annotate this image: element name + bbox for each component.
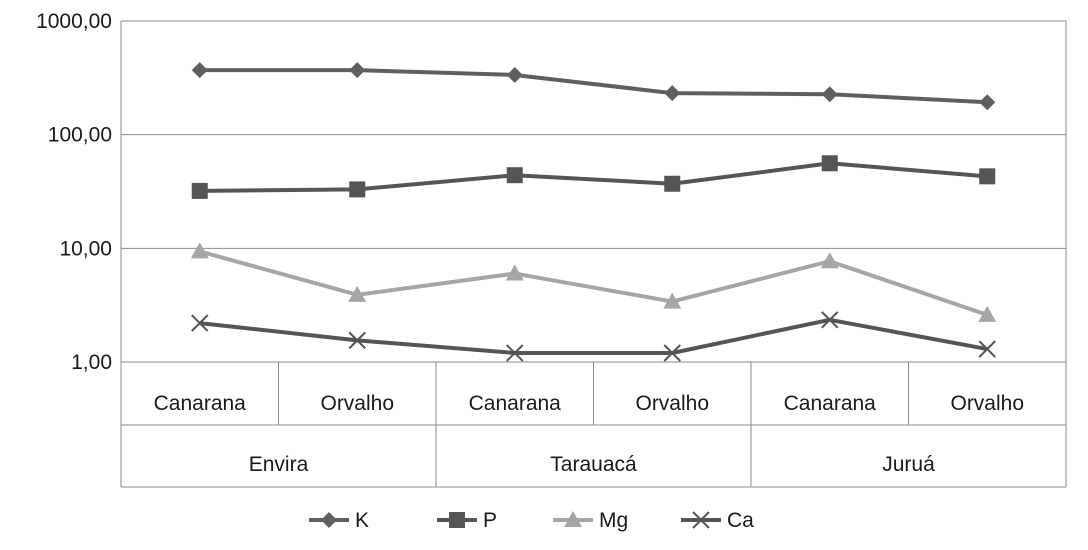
legend-label-k: K: [355, 509, 369, 532]
series-line-p: [199, 161, 988, 193]
legend-item-ca: Ca: [681, 509, 754, 532]
category-label: Canarana: [469, 392, 562, 415]
category-label: Canarana: [154, 392, 247, 415]
group-label: Juruá: [882, 453, 935, 476]
y-tick-label: 1000,00: [36, 10, 112, 33]
marker-stroke: [692, 511, 710, 529]
data-point-k: [664, 85, 681, 102]
data-point-ca: [663, 344, 681, 362]
data-point-mg: [190, 242, 209, 259]
data-point-ca: [348, 331, 366, 350]
data-point-p: [979, 168, 996, 185]
data-point-p: [349, 181, 366, 198]
legend-item-mg: Mg: [553, 509, 628, 532]
data-point-ca: [978, 340, 996, 358]
legend: K P Mg Ca: [309, 509, 754, 532]
marker-stroke: [191, 314, 209, 332]
data-point-p: [664, 175, 681, 192]
marker-stroke: [663, 344, 681, 362]
legend-marker-mg: [564, 511, 582, 527]
data-point-mg: [663, 292, 682, 309]
data-point-k: [191, 62, 208, 79]
data-point-p: [821, 155, 838, 172]
group-label: Envira: [249, 453, 309, 476]
category-table: Canarana Orvalho Canarana Orvalho Canarana Or…: [121, 362, 1066, 488]
legend-marker-ca: [692, 511, 710, 529]
series-ca: [191, 311, 996, 362]
data-point-ca: [821, 311, 839, 329]
data-point-mg: [348, 285, 367, 302]
legend-label-ca: Ca: [727, 509, 754, 532]
legend-label-mg: Mg: [599, 509, 628, 532]
data-point-mg: [978, 305, 997, 322]
data-point-ca: [506, 344, 524, 362]
legend-marker-p: [449, 512, 465, 528]
category-label: Orvalho: [635, 392, 709, 415]
series-mg: [190, 242, 997, 322]
series-p: [191, 155, 996, 199]
marker-stroke: [821, 311, 839, 329]
category-label: Orvalho: [950, 392, 1024, 415]
legend-item-k: K: [309, 509, 369, 532]
legend-item-p: P: [437, 509, 497, 532]
series-line-k: [199, 68, 988, 105]
marker-stroke: [506, 344, 524, 362]
data-point-mg: [505, 264, 524, 281]
data-point-k: [821, 86, 838, 103]
category-label: Canarana: [784, 392, 877, 415]
data-point-mg: [820, 252, 839, 269]
marker-stroke: [978, 340, 996, 358]
data-point-p: [506, 167, 523, 184]
series-line-ca: [199, 317, 988, 355]
category-label: Orvalho: [320, 392, 394, 415]
data-point-k: [979, 94, 996, 111]
series-layer: [190, 62, 997, 362]
series-k: [191, 62, 996, 111]
legend-label-p: P: [483, 509, 497, 532]
data-point-p: [191, 182, 208, 199]
data-point-k: [349, 62, 366, 79]
y-tick-label: 100,00: [48, 124, 112, 147]
data-point-k: [506, 66, 523, 83]
legend-marker-k: [321, 512, 337, 528]
y-tick-label: 10,00: [59, 237, 112, 260]
marker-stroke: [348, 331, 366, 350]
series-line-mg: [199, 249, 988, 317]
data-point-ca: [191, 314, 209, 332]
group-label: Tarauacá: [550, 453, 637, 476]
y-tick-label: 1,00: [71, 351, 112, 374]
y-axis: 1,00 10,00 100,00 1000,00: [36, 10, 112, 374]
